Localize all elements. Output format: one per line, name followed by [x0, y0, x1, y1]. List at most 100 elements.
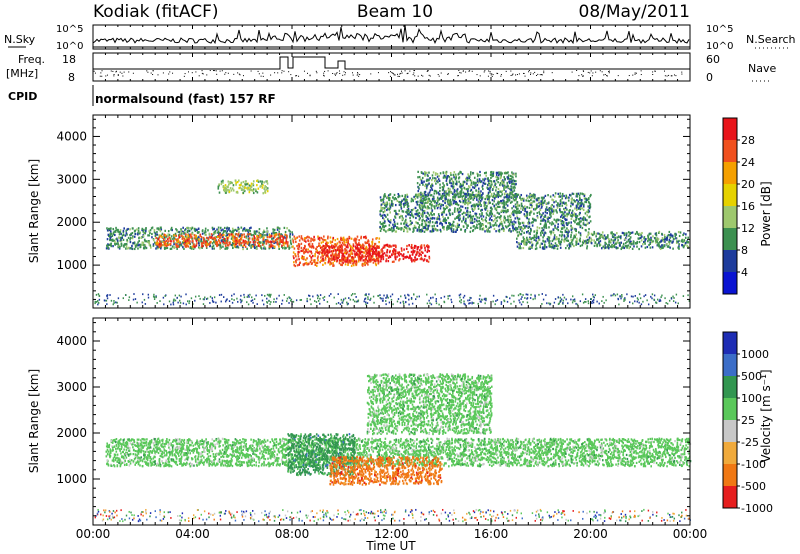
- power-cell: [587, 239, 590, 242]
- power-cell: [347, 260, 349, 263]
- power-cell: [418, 254, 420, 257]
- power-cell: [322, 248, 324, 251]
- power-cell: [561, 211, 564, 214]
- power-cell: [608, 239, 611, 242]
- power-cell: [262, 242, 265, 245]
- power-cell: [481, 208, 483, 211]
- power-cell: [309, 245, 312, 248]
- nave-dots: [93, 70, 683, 77]
- power-cell: [561, 238, 563, 241]
- power-cell: [624, 242, 627, 245]
- nave-dot: [652, 71, 654, 73]
- power-cell: [370, 257, 373, 260]
- nave-dot: [510, 75, 512, 77]
- power-cell: [211, 237, 214, 240]
- nave-dot: [484, 70, 486, 72]
- power-cell: [573, 219, 575, 223]
- power-cell: [397, 227, 400, 230]
- power-cell: [363, 259, 366, 262]
- power-cell: [496, 205, 499, 208]
- power-cell: [160, 247, 162, 250]
- power-cell: [561, 192, 564, 196]
- power-cell: [456, 210, 459, 213]
- power-cell: [444, 198, 446, 201]
- nave-dot: [413, 72, 415, 74]
- power-cell: [291, 237, 294, 241]
- power-cell: [507, 193, 510, 196]
- power-cell: [244, 229, 247, 232]
- power-cell: [375, 251, 378, 254]
- power-cell: [352, 243, 355, 246]
- power-cell: [482, 219, 484, 222]
- power-cell: [427, 246, 429, 249]
- power-cell: [424, 193, 427, 197]
- power-cell: [156, 247, 159, 250]
- power-cell: [476, 178, 479, 181]
- power-cell: [341, 254, 344, 257]
- nave-dot: [407, 72, 409, 74]
- nave-dot: [530, 72, 532, 74]
- nave-dot: [500, 75, 502, 77]
- power-cell: [227, 188, 229, 191]
- power-cell: [536, 216, 539, 219]
- power-cell: [316, 245, 318, 249]
- power-cell: [314, 254, 316, 258]
- power-cell: [393, 198, 396, 201]
- power-cell: [185, 242, 188, 245]
- power-cell: [497, 174, 500, 177]
- power-cell: [182, 239, 185, 243]
- power-cell: [427, 205, 429, 209]
- power-cell: [273, 240, 276, 243]
- nave-dot: [589, 72, 591, 74]
- power-cell: [177, 238, 179, 241]
- power-cell: [543, 196, 545, 199]
- nave-dot: [634, 72, 636, 74]
- power-cell: [547, 239, 549, 242]
- date-title: 08/May/2011: [579, 2, 691, 22]
- power-cell: [228, 227, 230, 230]
- power-cell: [216, 231, 219, 234]
- power-cell: [419, 208, 422, 211]
- power-cell: [517, 234, 520, 237]
- power-cell: [450, 200, 452, 204]
- power-cell: [475, 214, 477, 217]
- power-cell: [120, 242, 123, 245]
- power-cell: [320, 241, 323, 244]
- power-cell: [497, 187, 500, 191]
- power-cell: [510, 185, 513, 188]
- power-cell: [299, 261, 302, 264]
- power-cell: [126, 233, 128, 236]
- power-cell: [439, 222, 441, 225]
- station-title: Kodiak (fitACF): [93, 2, 219, 22]
- power-cell: [226, 237, 229, 240]
- power-cell: [283, 241, 286, 244]
- power-cell: [579, 205, 582, 208]
- power-cell: [400, 207, 403, 210]
- power-cell: [286, 234, 288, 237]
- power-cell: [393, 228, 395, 232]
- power-cell: [235, 183, 237, 186]
- power-cell: [125, 232, 128, 235]
- power-cell: [571, 213, 574, 216]
- power-cell: [243, 233, 245, 236]
- power-cell: [448, 191, 450, 194]
- power-cell: [563, 224, 565, 227]
- power-cell: [557, 240, 560, 243]
- power-cell: [218, 243, 220, 247]
- nsearch-tick-bottom: 10^0: [706, 41, 733, 52]
- nave-dot: [209, 70, 211, 72]
- power-cell: [532, 236, 535, 239]
- power-cell: [317, 255, 319, 258]
- power-cell: [165, 239, 168, 243]
- power-cell: [213, 247, 215, 250]
- power-cell: [544, 221, 547, 224]
- power-cell: [315, 261, 318, 265]
- power-cell: [204, 227, 207, 230]
- power-cell: [367, 257, 370, 260]
- power-cell: [481, 187, 484, 191]
- power-cell: [514, 221, 517, 224]
- power-cell: [552, 210, 555, 213]
- power-cell: [598, 240, 600, 244]
- power-cell: [364, 241, 367, 244]
- power-cell: [389, 219, 392, 222]
